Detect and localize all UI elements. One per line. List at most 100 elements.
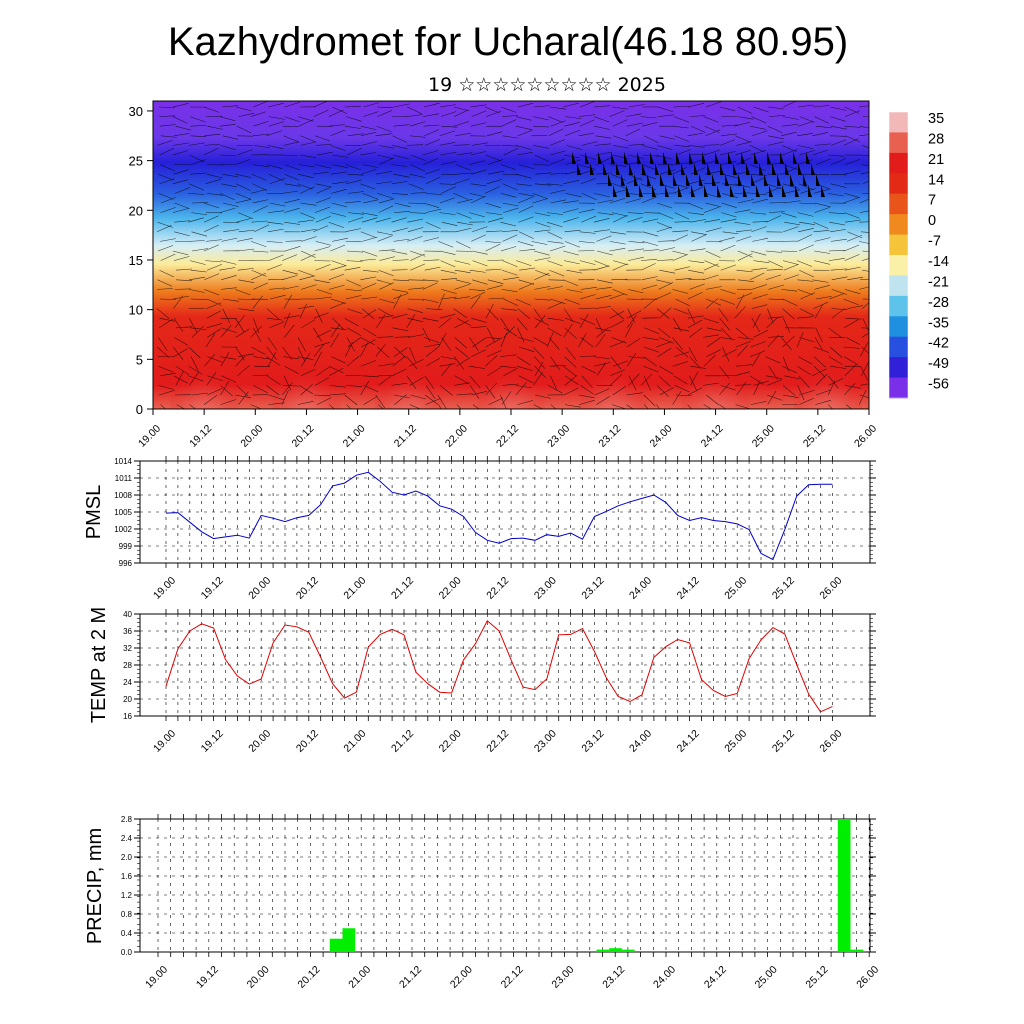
x-tick-label: 20.00 — [245, 964, 272, 991]
x-tick-label: 23.12 — [579, 728, 606, 755]
x-tick-label: 22.00 — [437, 728, 464, 755]
wind-barb — [681, 163, 685, 175]
x-tick-label: 23.00 — [549, 964, 576, 991]
colorbar-label: -35 — [928, 315, 949, 331]
wind-barb — [572, 152, 576, 164]
plot-frame — [139, 818, 871, 953]
wind-barb — [611, 152, 615, 164]
wind-barb — [647, 174, 651, 186]
precip-bar — [596, 949, 610, 952]
colorbar-label: -56 — [928, 377, 949, 393]
temperature-colorbar: 35 28 21 14 7 0 -7 -14 -21 -28 -35 -42 -49 -56 — [888, 111, 949, 399]
x-tick-label: 25.00 — [722, 575, 749, 602]
wind-barb — [626, 185, 630, 197]
wind-barb — [803, 174, 807, 186]
y-tick-label: 1002 — [114, 525, 132, 534]
x-tick-label: 19.00 — [143, 964, 170, 991]
y-tick-label: 999 — [119, 542, 133, 551]
wind-barb — [668, 163, 672, 175]
wind-barb — [728, 152, 732, 164]
y-tick-label: 2.4 — [121, 834, 133, 843]
x-tick-label: 24.12 — [675, 575, 702, 602]
wind-barb — [712, 174, 716, 186]
figure-title: Kazhydromet for Ucharal(46.18 80.95) — [168, 20, 848, 64]
wind-barb — [808, 185, 812, 197]
wind-barb — [772, 163, 776, 175]
x-tick-label: 24.00 — [627, 728, 654, 755]
colorbar-swatch — [889, 152, 908, 174]
x-tick-label: 22.12 — [484, 728, 511, 755]
wind-barb — [717, 185, 721, 197]
precip-bar — [609, 948, 622, 952]
x-tick-label: 26.00 — [852, 423, 879, 450]
x-tick-label: 23.00 — [532, 575, 559, 602]
wind-barb — [793, 152, 797, 164]
x-tick-label: 25.12 — [770, 728, 797, 755]
colorbar-swatch — [889, 193, 908, 215]
precip-axis-label: PRECIP, mm — [84, 828, 106, 944]
x-tick-label: 21.12 — [389, 575, 416, 602]
precip-bar — [837, 819, 851, 952]
x-tick-label: 21.12 — [397, 964, 424, 991]
x-tick-label: 19.00 — [151, 728, 178, 755]
colorbar-swatch — [889, 377, 908, 399]
colorbar-frame — [888, 111, 909, 399]
wind-barb — [733, 163, 737, 175]
y-tick-label: 36 — [123, 627, 132, 636]
wind-barbs — [572, 152, 825, 197]
colorbar-swatch — [889, 316, 908, 338]
colorbar-label: -49 — [928, 356, 949, 372]
colorbar-swatch — [889, 234, 908, 256]
wind-barb — [811, 163, 815, 175]
x-tick-label: 26.00 — [817, 728, 844, 755]
wind-barb — [795, 185, 799, 197]
wind-barb — [730, 185, 734, 197]
streamline-path — [156, 101, 869, 409]
x-tick-label: 20.00 — [246, 575, 273, 602]
wind-barb — [624, 152, 628, 164]
colorbar-label: 0 — [928, 213, 936, 229]
wind-barb — [639, 185, 643, 197]
wind-barb — [738, 174, 742, 186]
x-tick-label: 26.00 — [854, 964, 881, 991]
wind-barb — [590, 163, 594, 175]
colorbar-swatch — [889, 295, 908, 317]
precip-bar — [329, 938, 343, 952]
x-tick-label: 24.00 — [647, 423, 674, 450]
x-tick-label: 19.12 — [199, 575, 226, 602]
y-tick-label: 2.0 — [121, 853, 133, 862]
x-tick-label: 21.00 — [341, 728, 368, 755]
x-tick-label: 23.00 — [545, 423, 572, 450]
y-tick-label: 0.0 — [121, 948, 133, 957]
y-tick-label: 2.8 — [121, 815, 133, 824]
x-tick-label: 20.12 — [294, 575, 321, 602]
y-tick-label: 15 — [129, 253, 143, 268]
x-tick-label: 26.00 — [817, 575, 844, 602]
x-tick-label: 19.12 — [194, 964, 221, 991]
x-tick-label: 25.00 — [750, 423, 777, 450]
wind-barb — [686, 174, 690, 186]
x-tick-label: 21.12 — [392, 423, 419, 450]
x-tick-label: 20.12 — [294, 728, 321, 755]
wind-barb — [754, 152, 758, 164]
wind-barb — [704, 185, 708, 197]
wind-barb — [759, 163, 763, 175]
y-tick-label: 40 — [123, 610, 132, 619]
colorbar-swatch — [889, 336, 908, 358]
x-tick-label: 24.12 — [675, 728, 702, 755]
wind-barb — [798, 163, 802, 175]
wind-barb — [694, 163, 698, 175]
heat-blob — [374, 339, 443, 409]
pmsl-axis-label: PMSL — [83, 485, 105, 539]
wind-barb — [816, 174, 820, 186]
colorbar-swatch — [889, 275, 908, 297]
x-tick-label: 25.12 — [803, 964, 830, 991]
y-tick-label: 28 — [123, 661, 132, 670]
colorbar-swatch — [889, 173, 908, 195]
cross-section-x-axis: 19.00 19.12 20.00 20.12 21.00 21.12 22.00 22.12… — [136, 409, 879, 450]
y-tick-label: 16 — [123, 712, 132, 721]
wind-barb — [650, 152, 654, 164]
pmsl-chart: PMSL 996 999 1002 1005 1008 1011 1014 19.00 19.1… — [83, 456, 876, 602]
wind-barb — [637, 152, 641, 164]
wind-barb — [655, 163, 659, 175]
